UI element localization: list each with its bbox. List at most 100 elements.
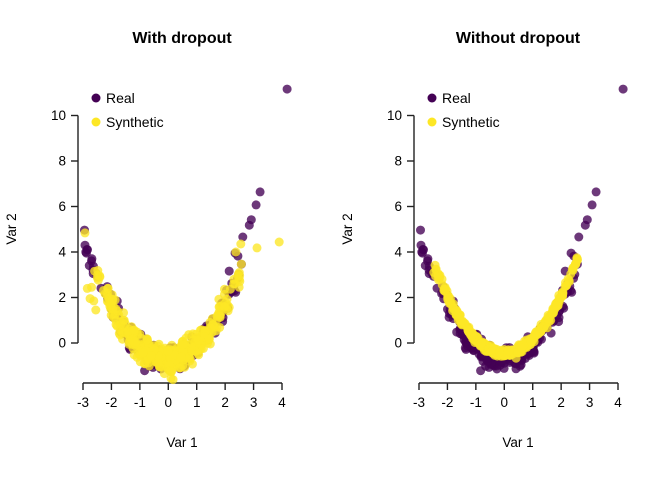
panel-with-dropout: With dropout 0 2 4 6 8 10 -3 -2 -1 0 1 2 3 4 Var 2 V… xyxy=(4,30,292,450)
data-point-real xyxy=(244,220,254,230)
data-point-synthetic xyxy=(114,329,124,338)
y-axis: 0 2 4 6 8 10 xyxy=(51,108,79,351)
panel-without-dropout: Without dropout 0 2 4 6 8 10 -3 -2 -1 0 1 2 3 4 Var … xyxy=(336,0,672,480)
x-axis: -3 -2 -1 0 1 2 3 4 xyxy=(77,382,286,410)
data-point-real xyxy=(580,220,590,230)
data-point-synthetic xyxy=(464,325,474,335)
x-axis-label: Var 1 xyxy=(166,435,197,450)
data-point-synthetic xyxy=(212,311,222,321)
y-tick-label: 2 xyxy=(58,290,66,305)
x-tick-label: -1 xyxy=(470,395,482,410)
x-tick-label: 0 xyxy=(165,395,173,410)
data-point-real xyxy=(224,266,234,276)
data-point-synthetic xyxy=(504,346,514,356)
data-point-synthetic xyxy=(274,237,284,247)
data-point-synthetic xyxy=(476,338,486,348)
data-point-synthetic xyxy=(138,348,148,358)
data-point-synthetic xyxy=(166,367,176,377)
data-point-synthetic xyxy=(542,323,552,333)
data-point-synthetic xyxy=(142,335,152,345)
x-axis: -3 -2 -1 0 1 2 3 4 xyxy=(413,382,622,410)
x-tick-label: 0 xyxy=(501,395,509,410)
data-point-synthetic xyxy=(80,228,90,238)
data-point-synthetic xyxy=(135,357,145,367)
data-point-synthetic xyxy=(111,315,121,325)
x-tick-label: 2 xyxy=(221,395,229,410)
x-tick-label: -1 xyxy=(134,395,146,410)
data-point-synthetic xyxy=(236,259,246,269)
data-point-real xyxy=(591,187,601,197)
data-point-real xyxy=(417,247,427,257)
data-point-synthetic xyxy=(233,271,243,281)
x-tick-label: 1 xyxy=(193,395,201,410)
data-point-synthetic xyxy=(166,373,176,383)
data-point-synthetic xyxy=(236,239,246,249)
y-tick-label: 8 xyxy=(58,154,66,169)
data-point-synthetic xyxy=(187,359,197,369)
data-point-synthetic xyxy=(551,301,561,311)
data-point-synthetic xyxy=(111,304,121,314)
x-tick-label: 4 xyxy=(614,395,622,410)
data-point-synthetic xyxy=(451,306,460,316)
data-point-synthetic xyxy=(209,322,219,331)
y-tick-label: 6 xyxy=(394,199,402,214)
x-tick-label: -3 xyxy=(77,395,89,410)
data-point-real xyxy=(529,347,539,357)
panel-title: Without dropout xyxy=(456,30,581,47)
legend-dot-synthetic xyxy=(91,117,101,127)
data-point-synthetic xyxy=(431,271,440,281)
x-tick-label: 3 xyxy=(586,395,594,410)
x-tick-label: -2 xyxy=(441,395,453,410)
legend: Real Synthetic xyxy=(427,90,500,130)
y-tick-label: 4 xyxy=(58,245,66,260)
y-tick-label: 10 xyxy=(51,108,66,123)
data-point-synthetic xyxy=(531,329,540,339)
data-point-synthetic xyxy=(82,283,92,293)
points-synthetic xyxy=(80,228,284,385)
data-point-synthetic xyxy=(153,358,163,368)
data-point-synthetic xyxy=(174,363,184,373)
data-point-synthetic xyxy=(163,346,173,356)
legend: Real Synthetic xyxy=(91,90,164,130)
y-tick-label: 6 xyxy=(58,199,66,214)
data-point-real xyxy=(416,225,425,235)
x-tick-label: 3 xyxy=(250,395,258,410)
data-point-synthetic xyxy=(102,291,112,301)
data-point-real xyxy=(618,84,628,94)
data-point-synthetic xyxy=(146,351,156,361)
data-point-synthetic xyxy=(119,315,129,325)
data-point-real xyxy=(282,84,292,94)
data-point-real xyxy=(461,344,471,354)
legend-label-real: Real xyxy=(106,90,135,106)
x-tick-label: -3 xyxy=(413,395,425,410)
data-point-synthetic xyxy=(517,343,527,353)
legend-dot-synthetic xyxy=(427,117,437,127)
scatter-plot-with-dropout: With dropout 0 2 4 6 8 10 -3 -2 -1 0 1 2 3 4 Var 2 V… xyxy=(4,30,292,450)
data-point-synthetic xyxy=(526,337,536,347)
legend-label-real: Real xyxy=(442,90,471,106)
data-point-real xyxy=(81,247,91,257)
panel-title: With dropout xyxy=(132,30,232,47)
y-tick-label: 0 xyxy=(58,336,66,351)
data-point-synthetic xyxy=(204,334,214,344)
data-point-synthetic xyxy=(231,247,241,257)
data-point-synthetic xyxy=(561,278,570,288)
data-point-synthetic xyxy=(178,340,188,350)
data-point-real xyxy=(238,232,248,242)
data-point-synthetic xyxy=(486,347,496,357)
data-point-synthetic xyxy=(191,333,201,343)
x-axis-label: Var 1 xyxy=(502,435,533,450)
data-point-real xyxy=(255,187,265,197)
data-point-synthetic xyxy=(198,344,208,353)
data-point-synthetic xyxy=(103,284,113,293)
scatter-plot-without-dropout: Without dropout 0 2 4 6 8 10 -3 -2 -1 0 1 2 3 4 Var … xyxy=(340,30,628,450)
legend-dot-real xyxy=(427,93,437,103)
data-point-synthetic xyxy=(85,294,95,304)
y-tick-label: 10 xyxy=(387,108,402,123)
y-tick-label: 0 xyxy=(394,336,402,351)
y-axis-label: Var 2 xyxy=(340,213,355,244)
data-point-synthetic xyxy=(572,256,582,266)
points-synthetic xyxy=(429,253,582,363)
data-point-synthetic xyxy=(184,330,194,340)
